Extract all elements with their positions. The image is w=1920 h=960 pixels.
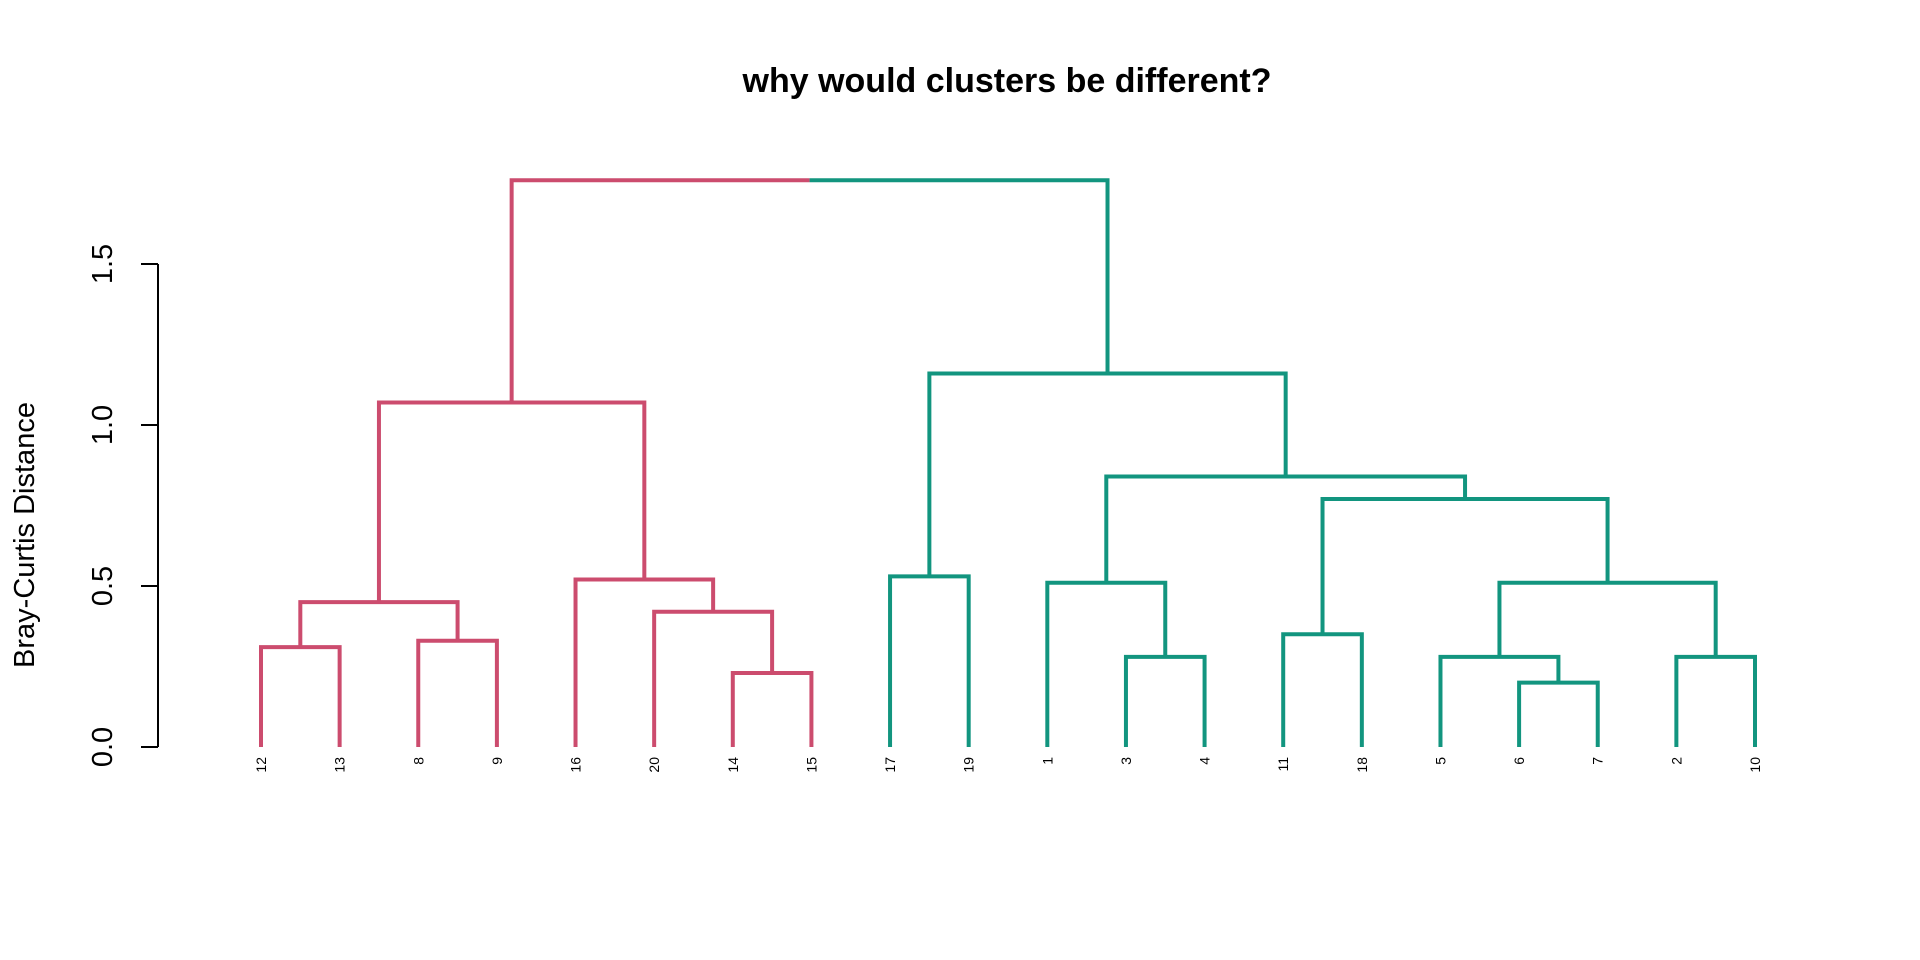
dendrogram-branch	[376, 400, 647, 603]
leaf-label: 12	[253, 757, 269, 773]
dendrogram-branches	[259, 178, 1757, 747]
dendrogram-branch	[1497, 580, 1718, 657]
dendrogram-branch	[1281, 632, 1364, 747]
leaf-label: 7	[1590, 757, 1606, 765]
leaf-label: 17	[882, 757, 898, 773]
leaf-label: 11	[1275, 757, 1291, 772]
leaf-label: 9	[489, 757, 505, 765]
leaf-label: 1	[1039, 757, 1055, 765]
leaf-label: 14	[725, 757, 741, 773]
leaf-label: 8	[410, 757, 426, 765]
dendrogram-branch	[573, 577, 716, 747]
dendrogram-branch	[416, 638, 499, 747]
leaf-label: 13	[332, 757, 348, 773]
dendrogram-branch	[1123, 654, 1207, 747]
dendrogram-branch	[1104, 474, 1468, 583]
dendrogram-branch	[888, 574, 971, 747]
y-tick-label: 0.5	[87, 566, 119, 606]
y-axis: 0.0 0.5 1.0 1.5	[87, 244, 159, 767]
leaf-label: 5	[1432, 757, 1448, 765]
leaf-label: 19	[961, 757, 977, 773]
leaf-labels: 12 13 8 9 16 20 14 15 17 19 1 3 4 11 18 5 6 7 2 10	[253, 757, 1763, 773]
dendrogram-branch	[652, 609, 775, 747]
leaf-label: 16	[568, 757, 584, 773]
dendrogram-branch	[1045, 580, 1168, 747]
dendrogram-branch	[1438, 654, 1561, 747]
dendrogram-branch	[1674, 654, 1757, 747]
chart-title: why would clusters be different?	[742, 62, 1272, 100]
dendrogram-branch	[509, 178, 810, 403]
y-tick-label: 1.5	[87, 244, 119, 284]
leaf-label: 20	[646, 757, 662, 773]
leaf-label: 6	[1511, 757, 1527, 765]
y-tick-label: 0.0	[87, 727, 119, 767]
leaf-label: 15	[803, 757, 819, 773]
leaf-label: 3	[1118, 757, 1134, 765]
dendrogram-branch	[259, 645, 342, 747]
dendrogram-branch	[730, 670, 814, 747]
dendrogram-branch	[1517, 680, 1600, 747]
leaf-label: 4	[1197, 757, 1213, 765]
y-axis-label: Bray-Curtis Distance	[9, 402, 41, 668]
leaf-label: 10	[1747, 757, 1763, 773]
y-tick-label: 1.0	[87, 405, 119, 445]
leaf-label: 2	[1668, 757, 1684, 765]
dendrogram-branch	[809, 178, 1110, 374]
dendrogram-branch	[1320, 497, 1610, 635]
leaf-label: 18	[1354, 757, 1370, 773]
